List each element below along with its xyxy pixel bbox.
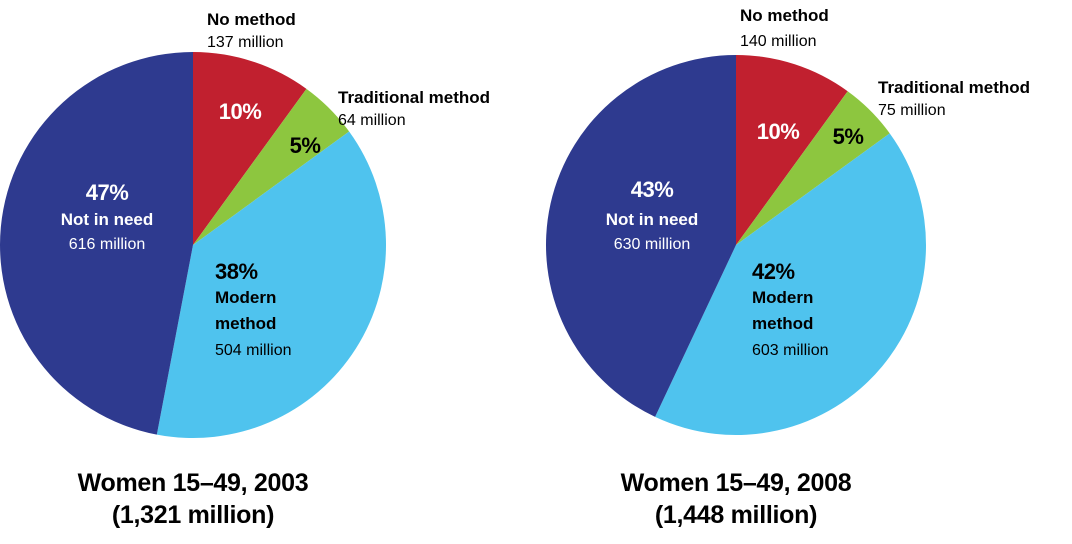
pie-slice [655, 133, 927, 436]
value-label: 42% [752, 259, 795, 284]
amount-label: 75 million [878, 102, 946, 119]
pie-slice [193, 88, 350, 246]
value-label: 5% [832, 124, 864, 149]
category-label: Modern method [215, 288, 277, 333]
amount-label: 630 million [613, 236, 691, 253]
amount-label: 603 million [752, 342, 829, 359]
pie-slice [193, 52, 307, 245]
pie-slice [0, 52, 193, 435]
category-label: No method [740, 6, 829, 25]
category-label: No method [207, 10, 296, 29]
value-label: 43% [630, 177, 674, 202]
amount-label: 137 million [207, 34, 284, 51]
amount-label: 64 million [338, 112, 406, 129]
pie-slice [736, 91, 890, 245]
chart-title: Women 15–49, 2008 [620, 469, 852, 497]
pie-slice [736, 55, 848, 245]
category-label: Modern method [752, 288, 814, 333]
amount-label: 616 million [68, 236, 146, 253]
category-label: Not in need [605, 210, 699, 229]
value-label: 5% [289, 133, 321, 158]
pie-slice [156, 131, 386, 439]
value-label: 10% [756, 119, 800, 144]
value-label: 47% [85, 180, 129, 205]
category-label: Traditional method [878, 78, 1031, 97]
value-label: 10% [218, 99, 262, 124]
pie-slice [546, 55, 736, 417]
amount-label: 504 million [215, 342, 292, 359]
category-label: Not in need [60, 210, 154, 229]
chart-subtitle: (1,448 million) [654, 501, 818, 529]
chart-title: Women 15–49, 2003 [77, 469, 309, 497]
value-label: 38% [215, 259, 258, 284]
category-label: Traditional method [338, 88, 491, 107]
amount-label: 140 million [740, 33, 817, 50]
chart-subtitle: (1,321 million) [111, 501, 275, 529]
